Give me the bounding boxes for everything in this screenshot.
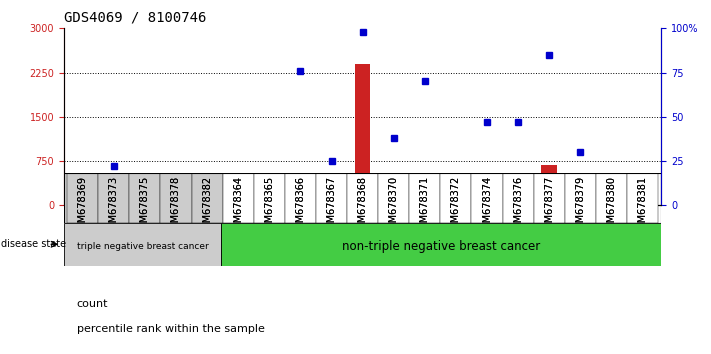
Text: GSM678370: GSM678370 [389,176,399,235]
Text: GSM678379: GSM678379 [575,176,585,235]
Bar [471,173,503,223]
Text: GSM678381: GSM678381 [638,176,648,235]
Bar [565,173,596,223]
Bar [347,173,378,223]
Text: count: count [77,299,108,309]
Text: GSM678374: GSM678374 [482,176,492,235]
Bar [223,173,254,223]
Text: GSM678365: GSM678365 [264,176,274,235]
Bar [542,165,557,205]
Bar [137,203,153,205]
Text: GSM678376: GSM678376 [513,176,523,235]
Text: GSM678380: GSM678380 [606,176,616,235]
Text: GDS4069 / 8100746: GDS4069 / 8100746 [64,11,206,25]
Text: non-triple negative breast cancer: non-triple negative breast cancer [342,240,540,253]
Text: disease state: disease state [1,239,66,249]
Bar [221,223,661,266]
Bar [64,173,225,223]
Text: GSM678378: GSM678378 [171,176,181,235]
Text: GSM678373: GSM678373 [109,176,119,235]
Bar [572,202,588,205]
Text: GSM678379: GSM678379 [575,176,585,235]
Bar [448,204,464,205]
Bar [64,223,221,266]
Text: triple negative breast cancer: triple negative breast cancer [77,242,208,251]
Bar [106,202,122,205]
Bar [503,173,534,223]
Bar [262,176,277,205]
Bar [254,173,285,223]
Bar [191,173,223,223]
Text: GSM678376: GSM678376 [513,176,523,235]
Bar [324,204,339,205]
Text: GSM678366: GSM678366 [295,176,306,235]
Text: GSM678372: GSM678372 [451,176,461,235]
Bar [285,173,316,223]
Text: GSM678365: GSM678365 [264,176,274,235]
Text: GSM678377: GSM678377 [544,176,555,235]
Bar [98,173,129,223]
Bar [316,173,347,223]
Bar [199,204,215,205]
Text: GSM678375: GSM678375 [140,176,150,235]
Text: GSM678369: GSM678369 [77,176,87,235]
Bar [410,173,440,223]
Text: GSM678364: GSM678364 [233,176,243,235]
Bar [417,190,432,205]
Text: GSM678375: GSM678375 [140,176,150,235]
Bar [161,173,191,223]
Bar [355,64,370,205]
Text: percentile rank within the sample: percentile rank within the sample [77,324,264,334]
Bar [479,201,495,205]
Text: GSM678369: GSM678369 [77,176,87,235]
Text: GSM678381: GSM678381 [638,176,648,235]
Bar [604,201,619,205]
Bar [635,204,651,205]
Text: GSM678372: GSM678372 [451,176,461,235]
Text: GSM678367: GSM678367 [326,176,336,235]
Text: GSM678380: GSM678380 [606,176,616,235]
Text: GSM678382: GSM678382 [202,176,212,235]
Text: GSM678367: GSM678367 [326,176,336,235]
Text: GSM678371: GSM678371 [419,176,430,235]
Text: GSM678377: GSM678377 [544,176,555,235]
Bar [230,204,246,205]
Text: GSM678382: GSM678382 [202,176,212,235]
Text: GSM678370: GSM678370 [389,176,399,235]
Text: GSM678378: GSM678378 [171,176,181,235]
Bar [75,204,90,205]
Bar [67,173,98,223]
Bar [596,173,627,223]
Text: GSM678373: GSM678373 [109,176,119,235]
Bar [169,204,183,205]
Bar [510,201,526,205]
Text: GSM678371: GSM678371 [419,176,430,235]
Text: GSM678374: GSM678374 [482,176,492,235]
Text: GSM678368: GSM678368 [358,176,368,235]
Bar [386,201,402,205]
Text: GSM678368: GSM678368 [358,176,368,235]
Text: GSM678364: GSM678364 [233,176,243,235]
Text: GSM678366: GSM678366 [295,176,306,235]
Bar [440,173,471,223]
Bar [293,204,308,205]
Bar [627,173,658,223]
Bar [378,173,410,223]
Bar [129,173,161,223]
Bar [534,173,565,223]
